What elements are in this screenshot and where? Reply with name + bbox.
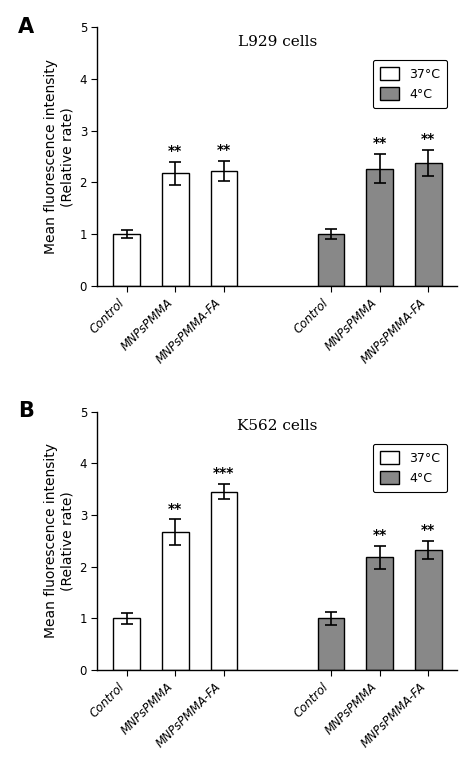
Bar	[113, 234, 140, 286]
Text: **: **	[217, 143, 231, 157]
Legend: 37°C, 4°C: 37°C, 4°C	[373, 443, 447, 492]
Bar	[210, 171, 237, 286]
Bar	[162, 173, 189, 286]
Bar	[366, 169, 393, 286]
Bar	[113, 618, 140, 670]
Text: **: **	[421, 133, 435, 146]
Bar	[415, 163, 441, 286]
Y-axis label: Mean fluorescence intensity
(Relative rate): Mean fluorescence intensity (Relative ra…	[44, 443, 74, 638]
Text: ***: ***	[213, 466, 235, 480]
Bar	[318, 618, 344, 670]
Legend: 37°C, 4°C: 37°C, 4°C	[373, 60, 447, 108]
Text: **: **	[168, 144, 182, 158]
Text: **: **	[373, 137, 387, 150]
Bar	[318, 234, 344, 286]
Text: **: **	[373, 528, 387, 542]
Text: B: B	[18, 401, 34, 421]
Text: **: **	[421, 523, 435, 537]
Bar	[415, 550, 441, 670]
Bar	[210, 492, 237, 670]
Text: L929 cells: L929 cells	[238, 35, 317, 49]
Text: A: A	[18, 17, 35, 37]
Text: **: **	[168, 502, 182, 515]
Bar	[162, 532, 189, 670]
Bar	[366, 558, 393, 670]
Text: K562 cells: K562 cells	[237, 420, 318, 433]
Y-axis label: Mean fluorescence intensity
(Relative rate): Mean fluorescence intensity (Relative ra…	[44, 59, 74, 254]
